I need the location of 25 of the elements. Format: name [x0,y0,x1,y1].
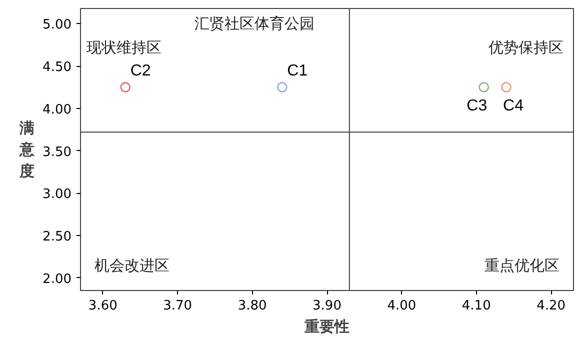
x-tick-label: 4.00 [387,298,416,314]
y-tick-label: 2.50 [42,229,72,244]
y-tick-label: 3.50 [42,144,72,160]
x-tick-label: 4.10 [462,298,491,314]
y-axis-title: 满意度 [18,118,36,180]
x-tick-label: 3.70 [163,298,192,314]
series-label: C2 [130,62,151,80]
y-tick-label: 2.00 [42,272,72,287]
y-tick-label: 4.00 [42,102,72,118]
series-label: C3 [466,97,488,114]
annotation: 优势保持区 [488,38,564,56]
x-tick-label: 4.20 [536,298,566,314]
x-tick-label: 3.80 [238,298,267,314]
x-tick-label: 3.90 [312,298,342,314]
y-tick-label: 3.00 [42,187,72,202]
annotation: 现状维持区 [86,38,162,56]
series-label: C1 [287,62,308,80]
y-tick-label: 4.50 [42,60,72,76]
annotation: 重点优化区 [484,256,560,274]
series-label: C4 [503,97,524,114]
x-axis-title: 重要性 [304,318,350,336]
annotation: 机会改进区 [94,256,170,274]
y-tick-label: 5.00 [42,18,72,33]
chart-title: 汇贤社区体育公园 [194,14,314,32]
x-tick-label: 3.60 [88,298,118,314]
